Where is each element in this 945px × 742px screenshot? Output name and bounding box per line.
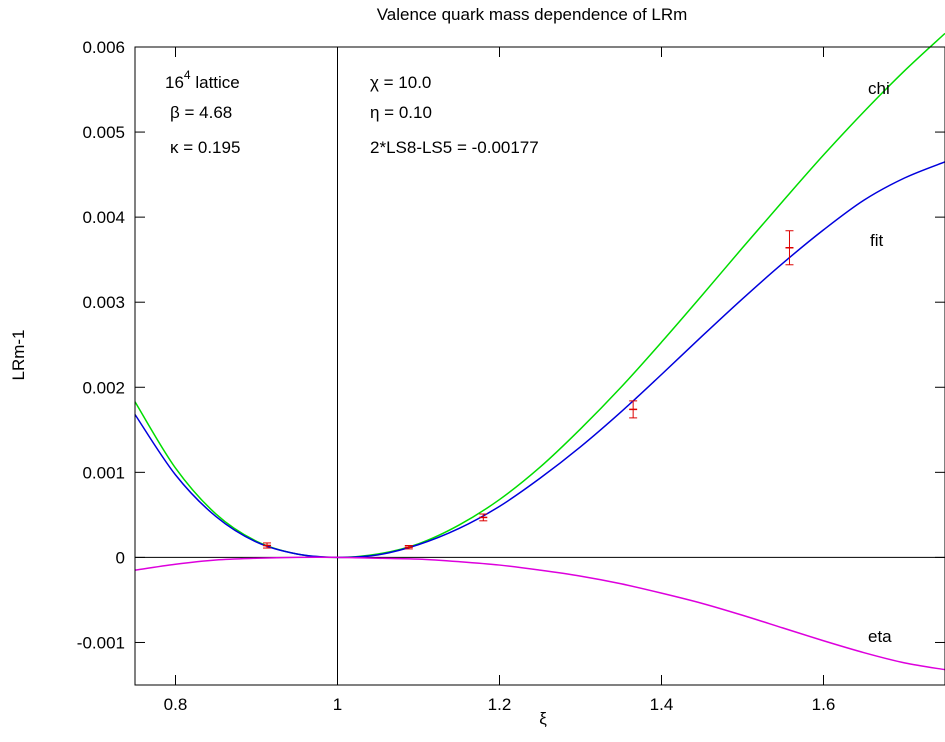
- y-tick-label: 0.005: [82, 123, 125, 142]
- lattice-base: 16: [165, 73, 184, 92]
- x-tick-label: 1.4: [650, 695, 674, 714]
- y-tick-label: 0.001: [82, 463, 125, 482]
- y-axis-label: LRm-1: [9, 329, 28, 380]
- axes: -0.001 0 0.001 0.002 0.003 0.004 0.005 0.006 0.8…: [77, 38, 945, 714]
- ls-annotation: 2*LS8-LS5 = -0.00177: [370, 138, 539, 157]
- data-point: [404, 544, 413, 550]
- series-eta-line: [134, 556, 945, 671]
- y-tick-label: 0.006: [82, 38, 125, 57]
- lattice-exponent: 4: [184, 68, 191, 82]
- x-tick-label: 1.2: [488, 695, 512, 714]
- lattice-suffix: lattice: [191, 73, 240, 92]
- kappa-annotation: κ = 0.195: [170, 138, 240, 157]
- eta-param-annotation: η = 0.10: [370, 103, 432, 122]
- data-point: [785, 230, 794, 266]
- data-point: [263, 542, 272, 549]
- chi-param-annotation: χ = 10.0: [370, 73, 431, 92]
- series-fit-line: [134, 161, 945, 559]
- x-tick-label: 0.8: [164, 695, 188, 714]
- beta-annotation: β = 4.68: [170, 103, 232, 122]
- curves: [134, 32, 945, 671]
- data-point: [629, 400, 638, 419]
- chi-curve-label: chi: [868, 79, 890, 98]
- eta-curve-label: eta: [868, 627, 892, 646]
- y-tick-label: 0.002: [82, 378, 125, 397]
- y-tick-label: 0.004: [82, 208, 125, 227]
- x-tick-label: 1: [333, 695, 342, 714]
- data-points: [263, 230, 794, 550]
- plot-frame: [134, 46, 945, 686]
- chart-title: Valence quark mass dependence of LRm: [377, 5, 688, 24]
- fit-curve-label: fit: [870, 231, 884, 250]
- y-tick-label: -0.001: [77, 633, 125, 652]
- data-point: [479, 513, 488, 522]
- x-tick-label: 1.6: [812, 695, 836, 714]
- y-tick-label: 0.003: [82, 293, 125, 312]
- y-tick-label: 0: [116, 548, 125, 567]
- x-axis-label: ξ: [539, 709, 547, 728]
- lattice-annotation: 164 lattice: [165, 68, 240, 92]
